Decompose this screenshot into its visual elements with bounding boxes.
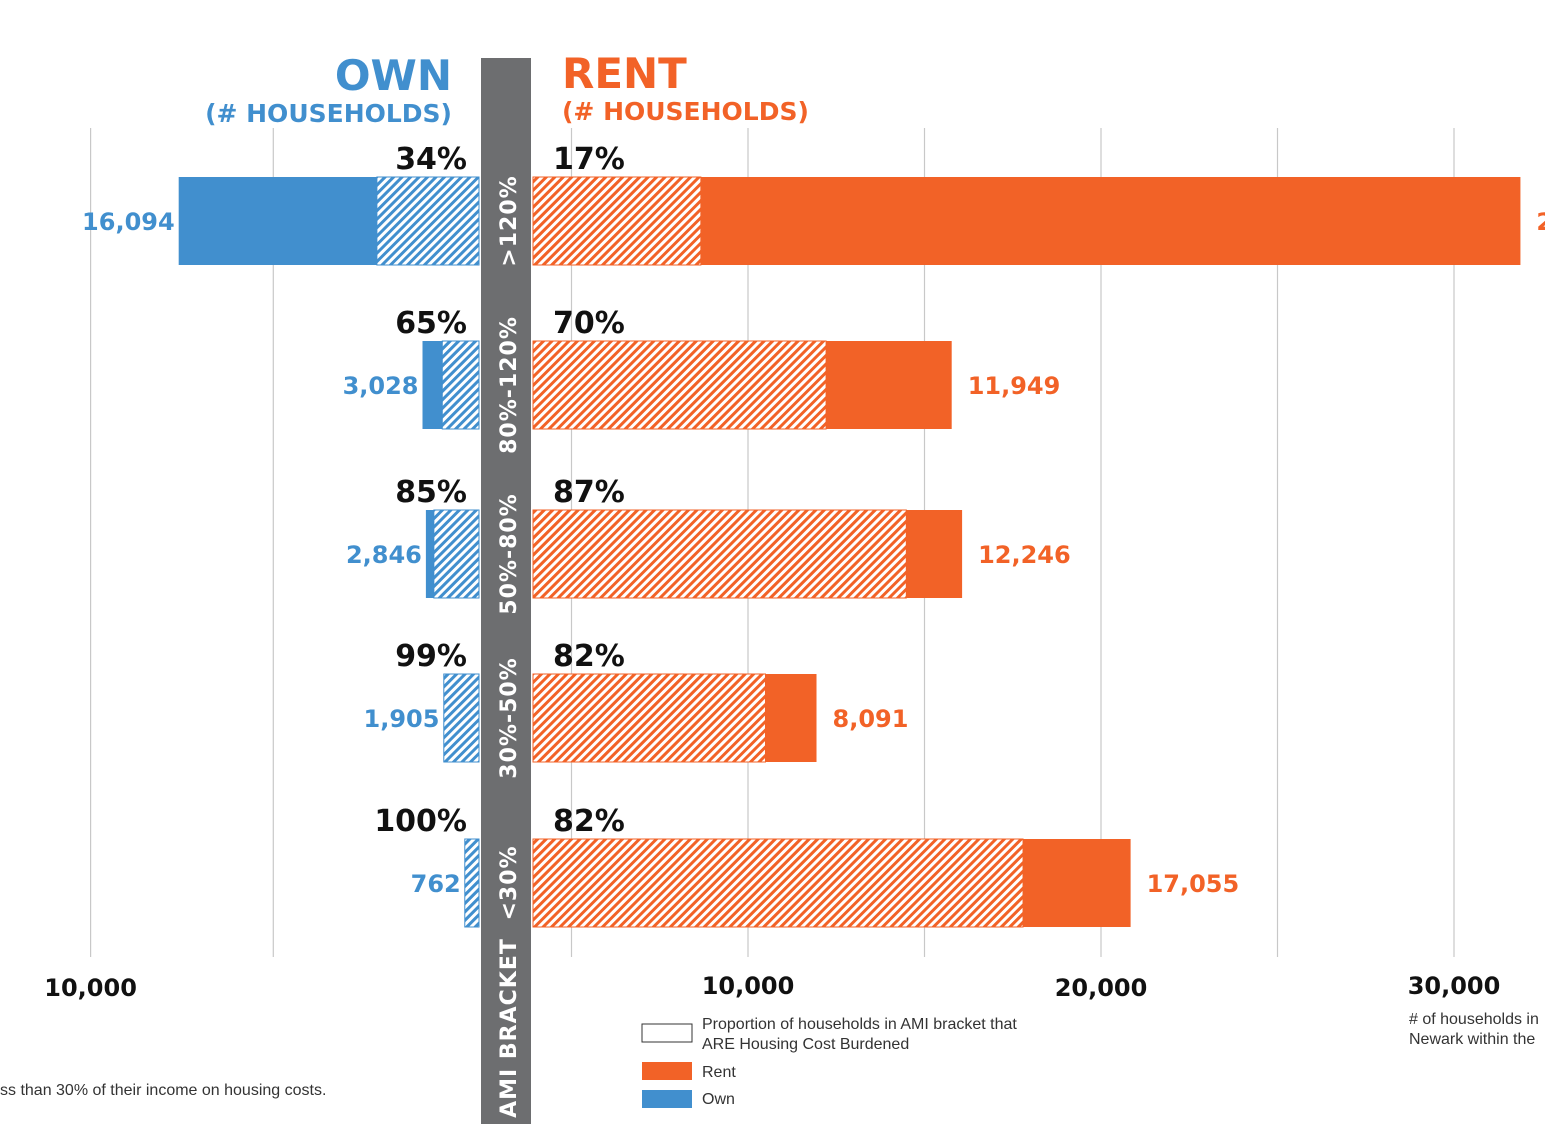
axis-ticks: 10,000 10,000 20,000 30,000	[44, 972, 1500, 1002]
own-burdened-bar-30	[464, 838, 480, 928]
rent-value-label-120: 28,180	[1536, 208, 1545, 236]
rent-subheading: (# HOUSEHOLDS)	[562, 97, 809, 126]
rent-burdened-bar-50-80	[532, 509, 907, 599]
rent-bar-80-120	[826, 341, 952, 429]
own-tick-label-10000: 10,000	[44, 974, 137, 1002]
rent-heading: RENT	[562, 49, 687, 98]
own-burdened-bar-120	[376, 176, 480, 266]
rent-burdened-pct-30: 82%	[553, 804, 625, 839]
ami-bracket-spine	[481, 58, 531, 1124]
own-heading: OWN	[335, 51, 452, 100]
own-burdened-pct-30: 100%	[374, 804, 467, 839]
own-burdened-bar-30-50	[443, 673, 480, 763]
rent-burdened-bar-80-120	[532, 340, 827, 430]
own-value-label-50-80: 2,846	[346, 541, 422, 569]
legend: Proportion of households in AMI bracket …	[641, 1016, 1017, 1108]
rent-burdened-pct-50-80: 87%	[553, 475, 625, 510]
bars-layer: 34% 16,094 17% 28,180 >120% 65% 3,028 70% 11,949…	[82, 142, 1545, 928]
legend-burdened-line2: ARE Housing Cost Burdened	[702, 1036, 909, 1053]
bracket-label-120: >120%	[497, 175, 522, 266]
bracket-label-80-120: 80%-120%	[497, 316, 522, 454]
rent-tick-label-10000: 10,000	[702, 972, 795, 1000]
rent-burdened-bar-120	[532, 176, 702, 266]
rent-value-label-50-80: 12,246	[978, 541, 1071, 569]
rent-burdened-bar-30	[532, 838, 1024, 928]
footnote-left: ss than 30% of their income on housing c…	[0, 1082, 326, 1099]
rent-value-label-80-120: 11,949	[968, 372, 1061, 400]
legend-rent-label: Rent	[702, 1064, 736, 1081]
rent-burdened-bar-30-50	[532, 673, 766, 763]
rent-tick-label-20000: 20,000	[1055, 974, 1148, 1002]
rent-value-label-30: 17,055	[1147, 870, 1240, 898]
bracket-label-30: <30%	[497, 845, 522, 920]
bracket-label-30-50: 30%-50%	[497, 657, 522, 778]
own-bar-80-120	[422, 341, 443, 429]
rent-burdened-pct-120: 17%	[553, 142, 625, 177]
rent-bar-30-50	[765, 674, 817, 762]
own-burdened-pct-120: 34%	[395, 142, 467, 177]
own-burdened-pct-80-120: 65%	[395, 306, 467, 341]
own-burdened-bar-80-120	[441, 340, 480, 430]
own-bar-120	[178, 177, 377, 265]
legend-own-label: Own	[702, 1091, 735, 1108]
legend-burdened-line1: Proportion of households in AMI bracket …	[702, 1016, 1017, 1033]
own-value-label-30-50: 1,905	[364, 705, 440, 733]
footnote-right-line2: Newark within the	[1409, 1031, 1535, 1048]
own-bar-50-80	[425, 510, 434, 598]
footnote-right-line1: # of households in	[1409, 1011, 1539, 1028]
rent-bar-30	[1023, 839, 1131, 927]
own-value-label-120: 16,094	[82, 208, 175, 236]
own-burdened-pct-50-80: 85%	[395, 475, 467, 510]
rent-burdened-pct-80-120: 70%	[553, 306, 625, 341]
own-value-label-80-120: 3,028	[343, 372, 419, 400]
own-subheading: (# HOUSEHOLDS)	[205, 99, 452, 128]
legend-own-swatch	[642, 1090, 692, 1108]
legend-burdened-swatch	[641, 1023, 693, 1043]
rent-burdened-pct-30-50: 82%	[553, 639, 625, 674]
bracket-label-50-80: 50%-80%	[497, 493, 522, 614]
rent-tick-label-30000: 30,000	[1408, 972, 1501, 1000]
rent-bar-50-80	[906, 510, 963, 598]
rent-value-label-30-50: 8,091	[833, 705, 909, 733]
own-burdened-pct-30-50: 99%	[395, 639, 467, 674]
ami-bracket-axis-label: AMI BRACKET	[497, 938, 522, 1118]
legend-rent-swatch	[642, 1062, 692, 1080]
own-value-label-30: 762	[411, 870, 461, 898]
own-burdened-bar-50-80	[433, 509, 480, 599]
rent-bar-120	[700, 177, 1521, 265]
